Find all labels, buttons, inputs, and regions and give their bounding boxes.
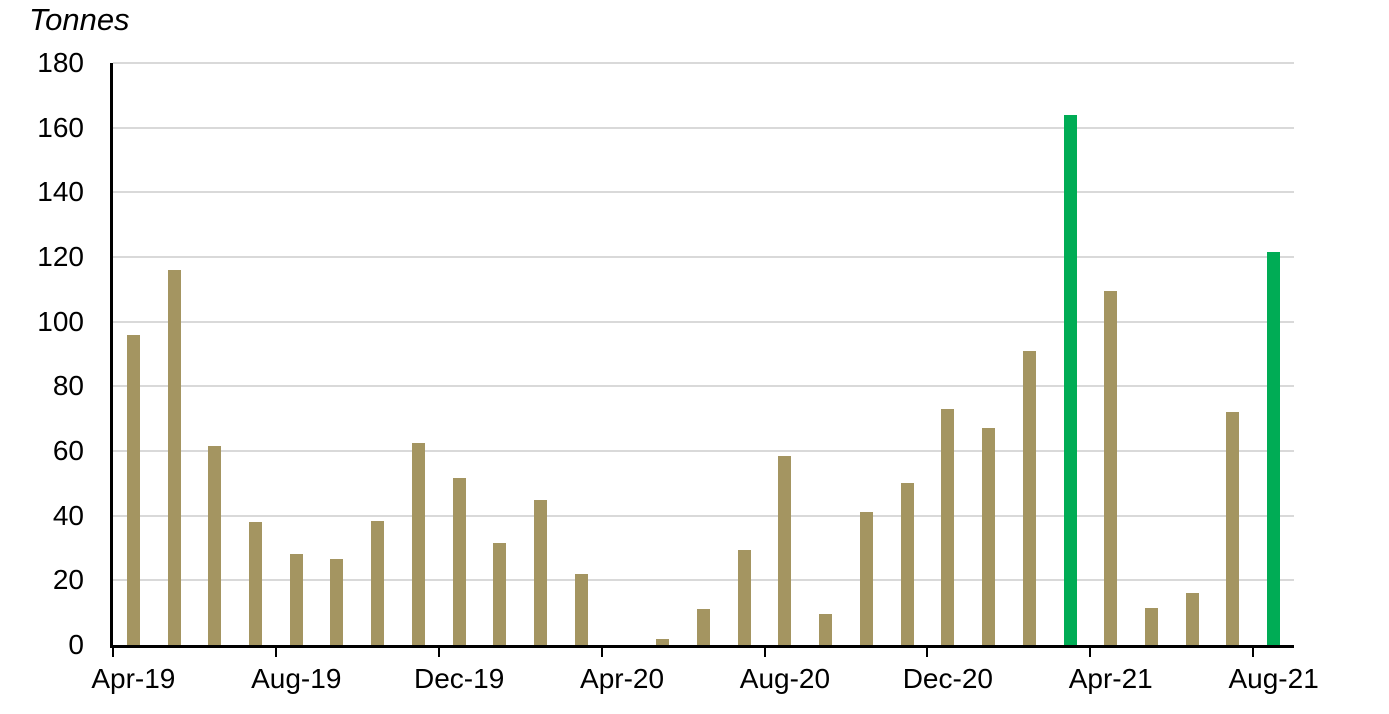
x-axis-label-Dec-20: Dec-20 [902, 663, 993, 694]
chart-title: Tonnes [29, 2, 130, 37]
gridline-180 [113, 62, 1294, 64]
bar-Aug-21 [1267, 252, 1281, 645]
bar-Aug-20 [778, 455, 792, 645]
bar-Jun-19 [208, 446, 222, 645]
bar-May-20 [656, 638, 670, 645]
bar-Nov-20 [900, 483, 914, 645]
x-axis-tick [274, 648, 277, 657]
gridline-120 [113, 256, 1294, 258]
bar-Oct-19 [371, 520, 385, 645]
bar-Jul-20 [737, 549, 751, 645]
bar-May-19 [167, 269, 181, 645]
x-axis-label-Aug-21: Aug-21 [1228, 663, 1319, 694]
x-axis-tick [600, 648, 603, 657]
bar-Nov-19 [411, 442, 425, 645]
y-axis-label-140: 140 [37, 176, 84, 208]
x-axis-tick [437, 648, 440, 657]
plot-area [110, 62, 1294, 657]
bar-Sep-20 [819, 614, 833, 645]
y-axis-label-40: 40 [52, 499, 84, 531]
x-axis-tick [1089, 648, 1092, 657]
x-axis-label-Dec-19: Dec-19 [414, 663, 505, 694]
y-axis-label-0: 0 [68, 629, 84, 660]
bar-Jan-21 [982, 428, 996, 645]
y-axis-label-180: 180 [37, 47, 84, 78]
bar-Apr-21 [1104, 290, 1118, 645]
bar-Jul-21 [1226, 412, 1240, 645]
x-axis-label-Aug-20: Aug-20 [739, 663, 831, 694]
bar-Feb-21 [1022, 350, 1036, 645]
bar-Dec-20 [941, 408, 955, 645]
bar-Feb-20 [534, 499, 548, 645]
bar-Apr-19 [126, 334, 140, 645]
y-axis-label-100: 100 [37, 305, 84, 337]
y-axis-label-120: 120 [37, 241, 84, 272]
bar-May-21 [1144, 607, 1158, 645]
x-axis-label-Apr-19: Apr-19 [91, 663, 176, 694]
bar-Oct-20 [859, 512, 873, 645]
bar-Mar-20 [574, 573, 588, 645]
bar-Sep-19 [330, 559, 344, 645]
y-axis-label-20: 20 [52, 564, 84, 596]
bar-Dec-19 [452, 478, 466, 645]
x-axis-label-Apr-20: Apr-20 [580, 663, 665, 694]
bar-Jun-21 [1185, 593, 1199, 645]
bar-Jun-20 [697, 609, 710, 645]
x-axis-label-Aug-19: Aug-19 [251, 663, 342, 694]
gridline-140 [113, 191, 1294, 194]
bar-Jan-20 [493, 543, 507, 645]
y-axis-label-160: 160 [37, 111, 84, 143]
bar-Jul-19 [249, 522, 263, 645]
y-axis-label-80: 80 [52, 370, 84, 402]
x-axis-tick [926, 648, 929, 657]
x-axis-tick [763, 648, 766, 657]
bar-Aug-19 [289, 554, 303, 645]
bar-Mar-21 [1063, 114, 1077, 645]
x-axis-tick [1252, 648, 1255, 657]
gridline-160 [113, 126, 1294, 129]
x-axis-label-Apr-21: Apr-21 [1068, 663, 1153, 694]
x-axis-tick [112, 648, 114, 657]
y-axis-label-60: 60 [52, 435, 84, 466]
